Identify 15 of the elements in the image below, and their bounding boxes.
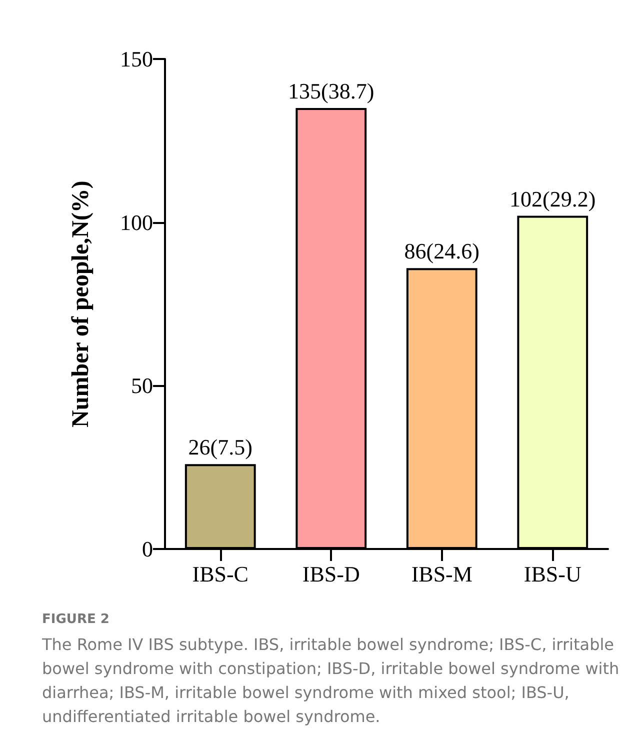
y-axis-title: Number of people,N(%) <box>68 180 94 428</box>
x-tick-label: IBS-M <box>411 562 472 586</box>
data-label: 26(7.5) <box>188 434 252 460</box>
caption: FIGURE 2 <box>42 612 110 627</box>
data-label: 135(38.7) <box>288 78 374 104</box>
x-tick-label: IBS-U <box>524 562 582 586</box>
y-tick-label: 50 <box>131 373 153 398</box>
y-tick-label: 0 <box>142 536 153 562</box>
data-label: 86(24.6) <box>404 238 480 264</box>
text: The Rome IV IBS subtype. IBS, irritable bowel syndrome; IBS-C, irritable bowel syndrome with constipation; IBS-D, irritable bowel syndrome with diarrhea; IBS-M, irritable bowel syndrome with mixed stool; IBS-U, undifferentiated irritable bowel syndrome. <box>42 634 620 728</box>
y-tick-label: 100 <box>120 210 153 235</box>
y-tick-label: 150 <box>120 46 153 72</box>
x-tick-label: IBS-D <box>302 562 360 586</box>
x-tick-label: IBS-C <box>192 562 248 586</box>
data-label: 102(29.2) <box>510 186 596 212</box>
